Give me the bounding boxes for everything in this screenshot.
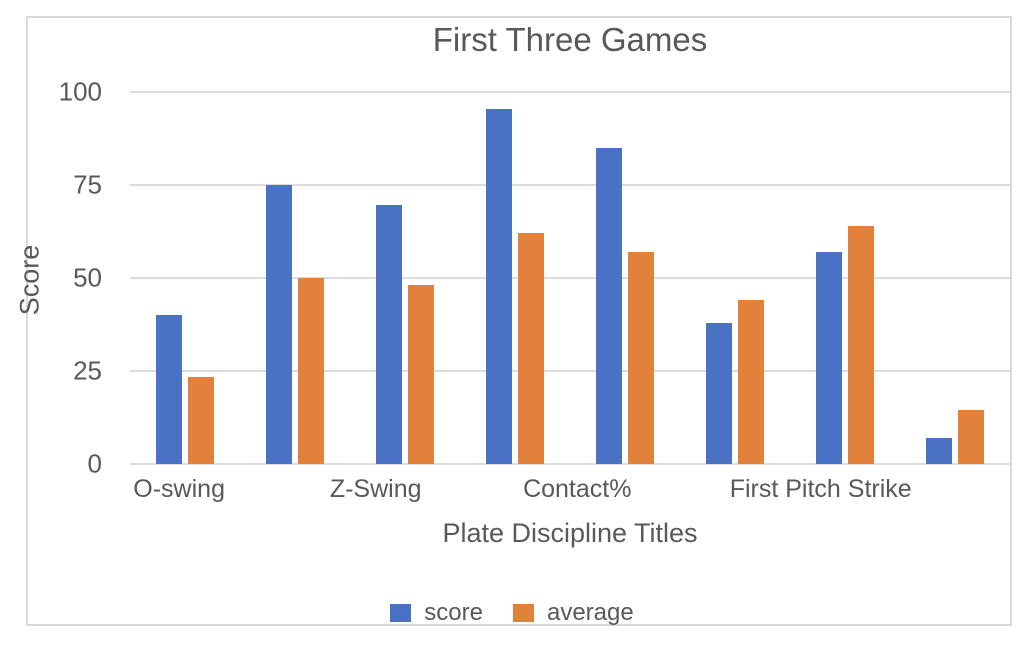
y-tick-label: 0 — [87, 448, 102, 479]
gridline — [130, 463, 1010, 465]
bar-group — [350, 92, 460, 464]
y-tick-label: 100 — [58, 76, 102, 107]
category-cell: Contact% — [523, 474, 631, 504]
gridline — [130, 184, 1010, 186]
bar-average — [298, 278, 324, 464]
y-tick-label: 50 — [73, 262, 102, 293]
legend-label: score — [424, 599, 483, 626]
bar-score — [596, 148, 622, 464]
bar-group — [680, 92, 790, 464]
bar-average — [958, 410, 984, 464]
x-axis-title: Plate Discipline Titles — [442, 518, 698, 548]
y-tick-label: 75 — [73, 169, 102, 200]
bar-group — [570, 92, 680, 464]
bar-score — [706, 323, 732, 464]
bar-average — [408, 285, 434, 464]
bar-average — [628, 252, 654, 464]
bar-group — [900, 92, 1010, 464]
category-label: Z-Swing — [329, 475, 422, 503]
category-cell: O-swing — [130, 474, 228, 504]
category-cell — [912, 474, 1010, 504]
bar-series-container — [130, 92, 1010, 464]
bar-group — [240, 92, 350, 464]
legend-label: average — [546, 599, 634, 626]
bar-score — [156, 315, 182, 464]
category-cell — [631, 474, 729, 504]
bar-score — [376, 205, 402, 464]
legend-item-average: average — [512, 599, 634, 627]
gridline — [130, 277, 1010, 279]
category-cell — [425, 474, 523, 504]
category-cell: First Pitch Strike — [730, 474, 912, 504]
bar-average — [848, 226, 874, 464]
legend-item-score: score — [390, 599, 483, 627]
bar-average — [738, 300, 764, 464]
plot-area — [130, 91, 1010, 465]
bar-group — [790, 92, 900, 464]
bar-average — [188, 377, 214, 464]
chart-title: First Three Games — [432, 21, 708, 58]
bar-group — [460, 92, 570, 464]
chart-legend: score average — [0, 598, 1024, 628]
category-cell: Z-Swing — [327, 474, 425, 504]
bar-group — [130, 92, 240, 464]
bar-score — [816, 252, 842, 464]
bar-score — [926, 438, 952, 464]
legend-swatch-average — [512, 604, 534, 622]
category-cell — [228, 474, 326, 504]
y-tick-label: 25 — [73, 355, 102, 386]
x-axis-category-labels: O-swing Z-Swing Contact% First Pitch Strike — [130, 474, 1010, 504]
bar-score — [486, 109, 512, 464]
bar-score — [266, 185, 292, 464]
gridline — [130, 91, 1010, 93]
category-label: O-swing — [133, 475, 225, 503]
bar-average — [518, 233, 544, 464]
category-label: Contact% — [523, 475, 632, 503]
category-label: First Pitch Strike — [729, 475, 912, 503]
gridline — [130, 370, 1010, 372]
legend-swatch-score — [390, 604, 412, 622]
